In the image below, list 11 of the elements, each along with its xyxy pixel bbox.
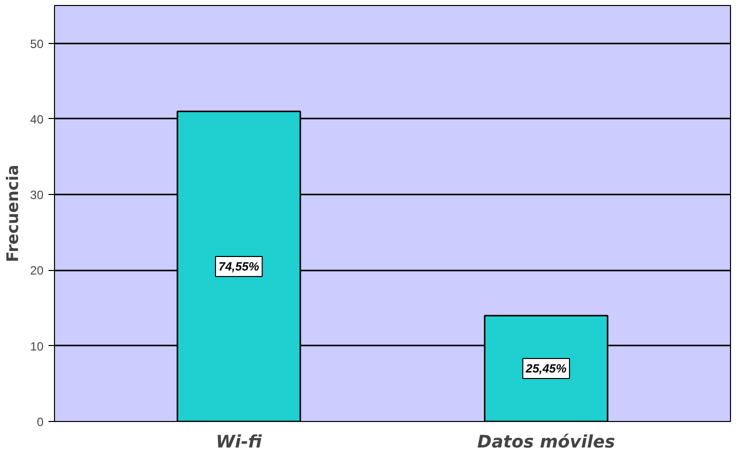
annotation: 74,55% <box>218 259 260 274</box>
y-tick-label: 40 <box>30 112 44 126</box>
x-tick-label: Wi-fi <box>216 432 262 452</box>
x-tick-label: Datos móviles <box>477 432 616 452</box>
y-tick-label: 10 <box>30 339 44 354</box>
annotation: 25,45% <box>524 362 567 376</box>
y-tick-label: 0 <box>36 415 44 429</box>
y-axis-title: Frecuencia <box>3 164 22 262</box>
y-tick-label: 20 <box>30 264 44 278</box>
y-tick-label: 30 <box>30 188 44 202</box>
y-tick-label: 50 <box>30 36 44 51</box>
